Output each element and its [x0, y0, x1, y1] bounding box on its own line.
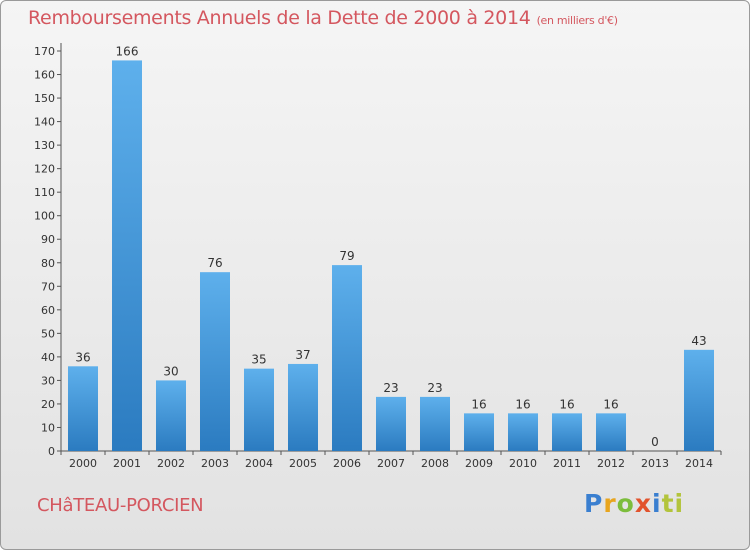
- x-tick-label: 2004: [245, 457, 273, 470]
- y-tick-label: 0: [48, 445, 55, 458]
- y-tick-label: 160: [34, 69, 55, 82]
- y-tick-label: 30: [41, 374, 55, 387]
- logo-letter: r: [603, 489, 617, 518]
- bar-value-label: 37: [295, 348, 310, 362]
- x-tick-label: 2007: [377, 457, 405, 470]
- x-tick-label: 2001: [113, 457, 141, 470]
- bar: [508, 413, 538, 451]
- bar-value-label: 16: [515, 397, 530, 411]
- bar-value-label: 16: [471, 397, 486, 411]
- bar-value-label: 36: [75, 350, 90, 364]
- bar: [464, 413, 494, 451]
- x-tick-label: 2000: [69, 457, 97, 470]
- logo-letter: ti: [661, 489, 685, 518]
- x-tick-label: 2011: [553, 457, 581, 470]
- y-tick-label: 10: [41, 421, 55, 434]
- x-tick-label: 2002: [157, 457, 185, 470]
- bar-value-label: 0: [651, 435, 659, 449]
- bar: [156, 380, 186, 451]
- logo-letter: i: [652, 489, 662, 518]
- bar: [200, 272, 230, 451]
- x-tick-label: 2012: [597, 457, 625, 470]
- chart-title: Remboursements Annuels de la Dette de 20…: [28, 7, 618, 29]
- y-tick-label: 80: [41, 257, 55, 270]
- bar-value-label: 166: [116, 44, 139, 58]
- commune-name: CHâTEAU-PORCIEN: [37, 495, 204, 516]
- y-tick-label: 150: [34, 92, 55, 105]
- bar: [288, 363, 318, 451]
- x-tick-label: 2008: [421, 457, 449, 470]
- y-tick-label: 50: [41, 327, 55, 340]
- bar: [684, 349, 714, 451]
- bar: [376, 396, 406, 451]
- x-tick-label: 2003: [201, 457, 229, 470]
- x-tick-label: 2005: [289, 457, 317, 470]
- chart-bars: 36 166 30 76 35 37 79 23 23 16 16 16 16 0 43: [68, 44, 714, 451]
- bar-value-label: 79: [339, 249, 354, 263]
- bar: [244, 368, 274, 451]
- bar: [332, 265, 362, 451]
- bar-value-label: 35: [251, 353, 266, 367]
- bar-value-label: 16: [603, 397, 618, 411]
- y-tick-label: 40: [41, 351, 55, 364]
- x-tick-label: 2009: [465, 457, 493, 470]
- y-tick-label: 140: [34, 116, 55, 129]
- logo-letter: o: [616, 489, 635, 518]
- bar: [112, 60, 142, 451]
- bar-value-label: 16: [559, 397, 574, 411]
- y-tick-label: 100: [34, 210, 55, 223]
- y-tick-label: 110: [34, 186, 55, 199]
- x-tick-label: 2010: [509, 457, 537, 470]
- bar-value-label: 43: [691, 334, 706, 348]
- bar: [552, 413, 582, 451]
- logo-letter: P: [584, 489, 604, 518]
- x-tick-label: 2014: [685, 457, 713, 470]
- y-tick-label: 170: [34, 45, 55, 58]
- bar-value-label: 23: [427, 381, 442, 395]
- x-tick-label: 2006: [333, 457, 361, 470]
- y-tick-label: 70: [41, 280, 55, 293]
- bar: [68, 366, 98, 451]
- bar: [420, 396, 450, 451]
- proxiti-logo: Proxiti: [584, 489, 684, 518]
- bar-value-label: 30: [163, 364, 178, 378]
- y-tick-label: 20: [41, 398, 55, 411]
- chart-title-text: Remboursements Annuels de la Dette de 20…: [28, 7, 531, 29]
- logo-letter: x: [634, 489, 652, 518]
- y-tick-label: 60: [41, 304, 55, 317]
- bar-value-label: 76: [207, 256, 222, 270]
- bar-value-label: 23: [383, 381, 398, 395]
- bar: [596, 413, 626, 451]
- y-tick-label: 90: [41, 233, 55, 246]
- chart-unit: (en milliers d'€): [536, 14, 618, 27]
- y-tick-label: 130: [34, 139, 55, 152]
- x-tick-label: 2013: [641, 457, 669, 470]
- y-tick-label: 120: [34, 163, 55, 176]
